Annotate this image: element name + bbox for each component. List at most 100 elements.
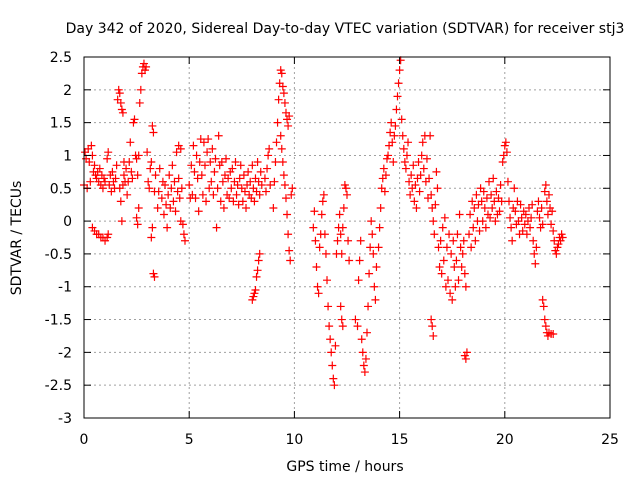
data-point <box>134 203 143 212</box>
data-point <box>310 207 319 216</box>
data-point <box>541 180 550 189</box>
data-point <box>224 174 233 183</box>
data-point <box>447 249 456 258</box>
data-point <box>357 335 366 344</box>
data-point <box>249 292 258 301</box>
data-point <box>286 256 295 265</box>
data-point <box>381 171 390 180</box>
data-point <box>242 203 251 212</box>
chart-title: Day 342 of 2020, Sidereal Day-to-day VTE… <box>66 21 625 37</box>
data-point <box>233 180 242 189</box>
data-point <box>374 243 383 252</box>
data-point <box>204 135 213 144</box>
data-point <box>132 213 141 222</box>
data-point <box>143 148 152 157</box>
data-point <box>157 194 166 203</box>
data-point <box>238 197 247 206</box>
data-point <box>446 289 455 298</box>
data-point <box>265 144 274 153</box>
data-point <box>320 230 329 239</box>
data-point <box>250 289 259 298</box>
data-point <box>116 197 125 206</box>
data-point <box>353 322 362 331</box>
data-point <box>130 115 139 124</box>
data-point <box>500 141 509 150</box>
data-point <box>467 243 476 252</box>
data-point <box>456 243 465 252</box>
data-point <box>126 138 135 147</box>
data-point <box>402 151 411 160</box>
data-point <box>335 210 344 219</box>
data-point <box>428 322 437 331</box>
data-point <box>429 217 438 226</box>
data-point <box>133 171 142 180</box>
data-point <box>345 256 354 265</box>
data-point <box>437 269 446 278</box>
data-point <box>351 315 360 324</box>
y-tick-label: -2.5 <box>45 378 72 394</box>
data-point <box>319 190 328 199</box>
data-point <box>257 180 266 189</box>
data-point <box>379 164 388 173</box>
data-point <box>263 164 272 173</box>
data-point <box>547 220 556 229</box>
data-point <box>533 207 542 216</box>
data-point <box>148 121 157 130</box>
data-point <box>355 256 364 265</box>
data-point <box>272 138 281 147</box>
data-point <box>538 220 547 229</box>
data-point <box>269 203 278 212</box>
y-tick-label: 1.5 <box>50 116 72 132</box>
data-point <box>225 194 234 203</box>
data-point <box>414 158 423 167</box>
data-point <box>161 180 170 189</box>
data-point <box>442 243 451 252</box>
data-point <box>369 249 378 258</box>
data-point <box>173 187 182 196</box>
data-point <box>324 302 333 311</box>
x-tick-label: 10 <box>285 432 303 448</box>
data-point <box>396 56 405 65</box>
data-point <box>461 354 470 363</box>
x-tick-label: 0 <box>80 432 89 448</box>
data-point <box>398 131 407 140</box>
data-point <box>133 220 142 229</box>
data-point <box>117 105 126 114</box>
data-point <box>386 128 395 137</box>
data-point <box>105 180 114 189</box>
data-point <box>328 361 337 370</box>
data-point <box>453 230 462 239</box>
data-point <box>552 249 561 258</box>
data-point <box>134 151 143 160</box>
data-point <box>285 246 294 255</box>
data-point <box>471 236 480 245</box>
data-point <box>276 66 285 75</box>
data-point <box>418 138 427 147</box>
data-point <box>159 210 168 219</box>
data-point <box>206 158 215 167</box>
data-point <box>405 177 414 186</box>
data-point <box>368 230 377 239</box>
data-point <box>430 230 439 239</box>
data-point <box>212 223 221 232</box>
data-point <box>372 263 381 272</box>
data-point <box>124 177 133 186</box>
data-point <box>165 171 174 180</box>
data-point <box>283 210 292 219</box>
data-point <box>448 295 457 304</box>
data-point <box>145 184 154 193</box>
data-point <box>209 190 218 199</box>
data-point <box>486 213 495 222</box>
data-point <box>99 174 108 183</box>
data-point <box>323 276 332 285</box>
data-point <box>399 144 408 153</box>
data-point <box>531 259 540 268</box>
data-point <box>539 302 548 311</box>
data-point <box>185 180 194 189</box>
data-point <box>277 144 286 153</box>
data-point <box>391 121 400 130</box>
data-point <box>169 197 178 206</box>
data-point <box>151 171 160 180</box>
data-point <box>443 276 452 285</box>
